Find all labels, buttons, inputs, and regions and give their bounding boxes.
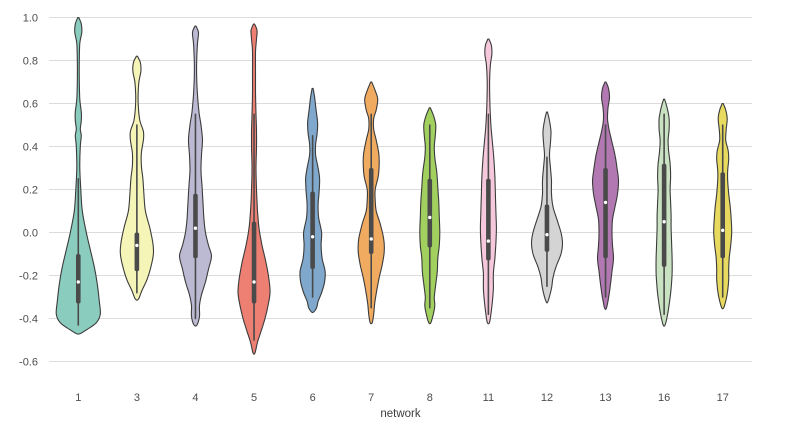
median-dot-network-4 xyxy=(193,226,198,230)
y-tick-label: -0.2 xyxy=(19,271,38,283)
iqr-box-network-11 xyxy=(486,178,491,261)
x-tick-label-5: 5 xyxy=(251,392,257,404)
iqr-box-network-16 xyxy=(661,163,667,267)
median-dot-network-16 xyxy=(662,220,666,224)
violin-network-1 xyxy=(55,16,101,335)
iqr-box-network-17 xyxy=(720,172,726,259)
median-dot-network-1 xyxy=(76,280,80,284)
y-tick-label: 0.6 xyxy=(23,99,38,111)
median-dot-network-5 xyxy=(252,280,256,284)
median-dot-network-6 xyxy=(310,235,315,239)
median-dot-network-12 xyxy=(545,232,549,237)
x-tick-label-4: 4 xyxy=(192,392,198,404)
median-dot-network-11 xyxy=(486,239,491,243)
x-tick-label-11: 11 xyxy=(483,392,494,404)
y-tick-label: 0.4 xyxy=(23,142,38,154)
x-tick-label-7: 7 xyxy=(368,392,374,404)
iqr-box-network-8 xyxy=(427,178,433,248)
x-tick-label-17: 17 xyxy=(717,392,729,404)
iqr-box-network-12 xyxy=(544,204,550,252)
x-tick-label-13: 13 xyxy=(599,392,611,404)
y-tick-label: 1.0 xyxy=(23,13,38,25)
y-tick-label: -0.4 xyxy=(19,314,38,326)
x-axis-label: network xyxy=(380,408,421,420)
x-tick-label-12: 12 xyxy=(541,392,553,404)
y-tick-label: 0.0 xyxy=(23,228,38,240)
x-tick-label-3: 3 xyxy=(134,392,140,404)
x-tick-label-1: 1 xyxy=(75,392,81,404)
x-tick-label-16: 16 xyxy=(658,392,670,404)
median-dot-network-7 xyxy=(369,237,373,241)
median-dot-network-13 xyxy=(603,200,608,205)
y-tick-label: -0.6 xyxy=(19,357,38,369)
iqr-box-network-3 xyxy=(134,232,140,272)
iqr-box-network-13 xyxy=(603,168,608,259)
x-tick-label-6: 6 xyxy=(310,392,316,404)
median-dot-network-8 xyxy=(428,215,432,220)
y-tick-label: 0.2 xyxy=(23,185,38,197)
iqr-box-network-1 xyxy=(75,254,81,304)
iqr-box-network-4 xyxy=(193,193,198,259)
iqr-box-network-5 xyxy=(251,221,257,304)
x-tick-label-8: 8 xyxy=(427,392,433,404)
y-tick-label: 0.8 xyxy=(23,56,38,68)
median-dot-network-3 xyxy=(135,243,139,248)
iqr-box-network-6 xyxy=(310,191,315,270)
median-dot-network-17 xyxy=(721,228,725,233)
iqr-box-network-7 xyxy=(368,168,374,254)
